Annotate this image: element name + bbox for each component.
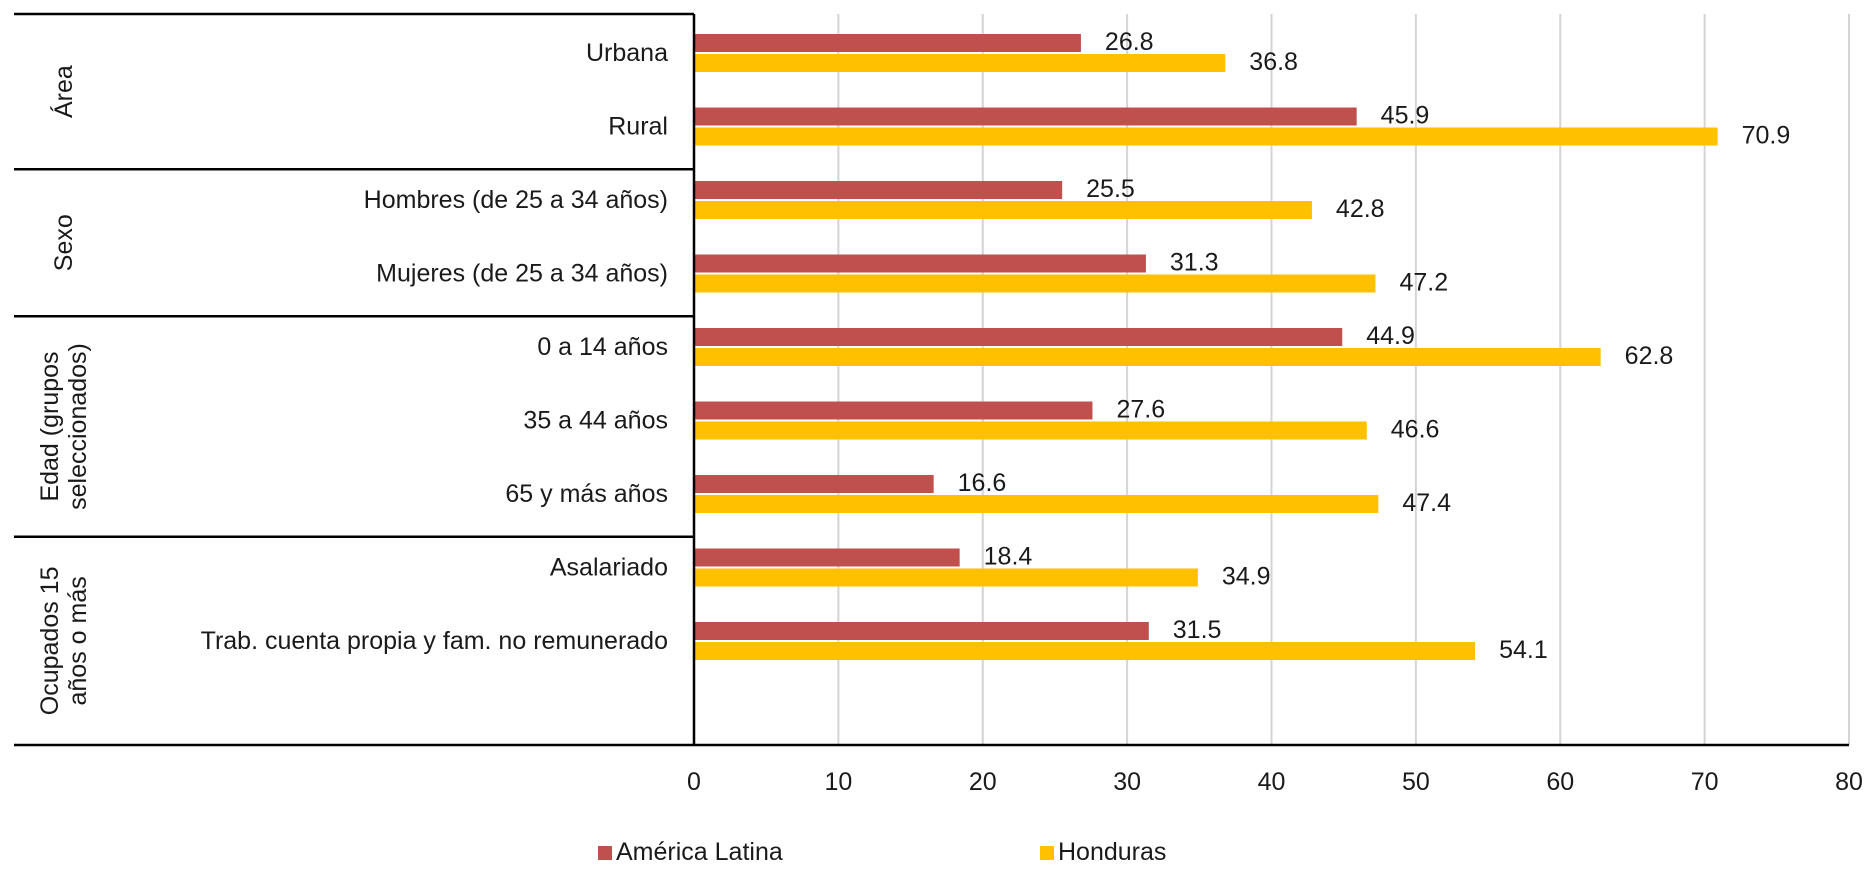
legend-swatch-america-latina [598, 845, 612, 860]
category-label-trab-cuenta-propia-y-fam-no-remunerado: Trab. cuenta propia y fam. no remunerado [201, 627, 668, 655]
bar-america-latina-rural [694, 107, 1357, 126]
category-label-urbana: Urbana [586, 39, 668, 67]
data-label-honduras-rural: 70.9 [1742, 122, 1791, 150]
data-label-honduras-65-y-mas-anos: 47.4 [1402, 489, 1451, 517]
category-label-hombres-de-25-a-34-anos: Hombres (de 25 a 34 años) [364, 186, 668, 214]
category-label-mujeres-de-25-a-34-anos: Mujeres (de 25 a 34 años) [376, 260, 668, 288]
data-label-honduras-urbana: 36.8 [1249, 48, 1298, 76]
data-label-honduras-asalariado: 34.9 [1222, 563, 1271, 591]
x-tick-label-30: 30 [1113, 768, 1141, 796]
data-label-america-latina-hombres-de-25-a-34-anos: 25.5 [1086, 175, 1135, 203]
bar-honduras-trab-cuenta-propia-y-fam-no-remunerado [694, 642, 1476, 660]
bar-honduras-65-y-mas-anos [694, 495, 1379, 513]
data-label-america-latina-rural: 45.9 [1381, 102, 1430, 130]
x-tick-label-50: 50 [1402, 768, 1430, 796]
category-label-35-a-44-anos: 35 a 44 años [523, 407, 668, 435]
data-label-honduras-trab-cuenta-propia-y-fam-no-remunerado: 54.1 [1499, 636, 1548, 664]
bar-america-latina-urbana [694, 34, 1081, 52]
data-label-america-latina-65-y-mas-anos: 16.6 [958, 469, 1007, 497]
bar-america-latina-hombres-de-25-a-34-anos [694, 181, 1063, 199]
bar-honduras-urbana [694, 54, 1226, 72]
bar-america-latina-65-y-mas-anos [694, 475, 934, 493]
bar-honduras-35-a-44-anos [694, 421, 1367, 440]
x-tick-label-70: 70 [1691, 768, 1719, 796]
x-tick-label-60: 60 [1546, 768, 1574, 796]
category-label-65-y-mas-anos: 65 y más años [505, 480, 668, 508]
data-label-america-latina-urbana: 26.8 [1105, 28, 1154, 56]
data-label-america-latina-mujeres-de-25-a-34-anos: 31.3 [1170, 249, 1219, 277]
x-tick-label-10: 10 [824, 768, 852, 796]
data-label-honduras-0-a-14-anos: 62.8 [1625, 342, 1674, 370]
bar-america-latina-35-a-44-anos [694, 401, 1093, 420]
bar-honduras-0-a-14-anos [694, 348, 1601, 366]
bar-honduras-mujeres-de-25-a-34-anos [694, 274, 1376, 293]
data-label-honduras-mujeres-de-25-a-34-anos: 47.2 [1399, 269, 1448, 297]
bar-honduras-hombres-de-25-a-34-anos [694, 201, 1312, 219]
legend-label-honduras: Honduras [1058, 838, 1167, 866]
group-label-ocupados-15-anos-o-mas: Ocupados 15años o más [36, 567, 92, 716]
category-label-asalariado: Asalariado [550, 554, 668, 582]
legend-swatch-honduras [1040, 845, 1054, 860]
bar-america-latina-0-a-14-anos [694, 328, 1343, 346]
legend-item-honduras: Honduras [1040, 838, 1166, 867]
data-label-america-latina-trab-cuenta-propia-y-fam-no-remunerado: 31.5 [1173, 616, 1222, 644]
group-label-edad-grupos-seleccionados: Edad (gruposseleccionados) [36, 343, 92, 510]
bar-america-latina-trab-cuenta-propia-y-fam-no-remunerado [694, 622, 1149, 640]
legend: América Latina Honduras [0, 838, 1868, 868]
data-label-america-latina-asalariado: 18.4 [984, 543, 1033, 571]
group-label-sexo: Sexo [50, 214, 78, 271]
x-tick-label-20: 20 [969, 768, 997, 796]
x-tick-label-40: 40 [1258, 768, 1286, 796]
bar-chart: 26.8 36.8 Urbana 45.9 70.9 Rural 25.5 42.8 Hombr… [14, 12, 1863, 796]
legend-label-america-latina: América Latina [616, 838, 783, 866]
bar-honduras-rural [694, 127, 1718, 146]
data-label-honduras-35-a-44-anos: 46.6 [1391, 416, 1440, 444]
category-label-0-a-14-anos: 0 a 14 años [537, 333, 668, 361]
bar-honduras-asalariado [694, 568, 1198, 587]
legend-item-america-latina: América Latina [598, 838, 783, 867]
data-label-america-latina-35-a-44-anos: 27.6 [1116, 396, 1165, 424]
data-label-honduras-hombres-de-25-a-34-anos: 42.8 [1336, 195, 1385, 223]
group-label-area: Área [49, 65, 78, 118]
x-tick-label-0: 0 [687, 768, 701, 796]
bar-america-latina-mujeres-de-25-a-34-anos [694, 254, 1146, 273]
bar-america-latina-asalariado [694, 548, 960, 567]
category-label-rural: Rural [608, 113, 668, 141]
data-label-america-latina-0-a-14-anos: 44.9 [1366, 322, 1415, 350]
x-tick-label-80: 80 [1835, 768, 1863, 796]
